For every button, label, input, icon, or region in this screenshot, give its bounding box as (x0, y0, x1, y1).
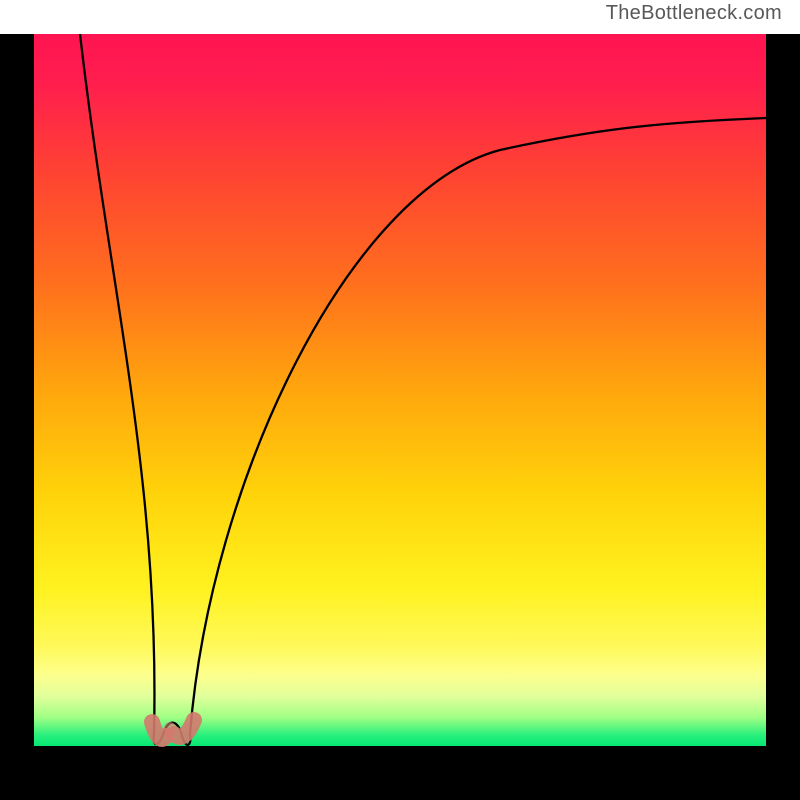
curve-dip-markers (152, 720, 194, 739)
watermark-text: TheBottleneck.com (606, 2, 782, 25)
bottleneck-chart (0, 0, 800, 800)
plot-background-gradient (34, 34, 766, 746)
chart-root: TheBottleneck.com (0, 0, 800, 800)
